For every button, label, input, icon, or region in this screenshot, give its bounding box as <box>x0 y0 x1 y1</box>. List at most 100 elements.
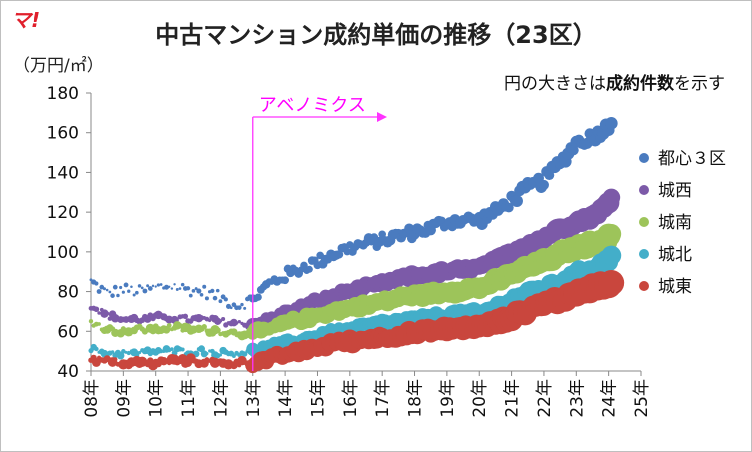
bubble-0 <box>173 283 176 286</box>
bubble-3 <box>159 349 164 354</box>
bubble-1 <box>175 318 179 322</box>
bubble-0 <box>191 289 196 293</box>
bubble-4 <box>113 357 118 362</box>
x-tick-label: 18年 <box>406 379 426 418</box>
bubble-3 <box>137 350 142 355</box>
bubble-2 <box>166 323 172 328</box>
legend-label-4: 城東 <box>658 277 692 297</box>
bubble-0 <box>102 287 107 291</box>
bubble-3 <box>241 351 248 357</box>
legend-marker-0 <box>639 153 649 163</box>
bubble-0 <box>112 284 118 290</box>
bubble-2 <box>201 324 207 330</box>
bubble-0 <box>96 289 102 294</box>
bubble-0 <box>305 265 313 273</box>
legend-marker-1 <box>639 185 649 195</box>
bubble-4 <box>598 269 625 296</box>
legend-marker-2 <box>639 217 649 227</box>
y-tick-label: 80 <box>57 283 79 303</box>
bubble-0 <box>175 288 179 291</box>
bubble-0 <box>504 202 514 213</box>
bubble-0 <box>544 170 555 181</box>
bubble-3 <box>116 351 125 360</box>
bubble-0 <box>99 284 105 290</box>
bubble-0 <box>178 287 182 290</box>
bubble-0 <box>127 289 131 293</box>
bubble-0 <box>223 297 228 302</box>
bubble-0 <box>94 281 99 286</box>
note-suffix: を示す <box>674 74 725 94</box>
bubble-1 <box>234 321 239 325</box>
bubble-0 <box>119 285 123 290</box>
bubble-3 <box>126 350 131 356</box>
bubble-1 <box>221 317 226 322</box>
bubble-0 <box>185 286 191 291</box>
x-tick-label: 10年 <box>147 379 167 418</box>
bubble-0 <box>151 284 155 288</box>
bubble-0 <box>159 283 163 286</box>
y-tick-label: 40 <box>57 362 79 382</box>
y-tick-label: 160 <box>47 124 79 144</box>
bubble-2 <box>97 322 101 326</box>
bubble-0 <box>170 287 174 290</box>
bubble-3 <box>110 350 115 354</box>
bubble-0 <box>254 293 262 301</box>
legend-label-3: 城北 <box>658 245 692 265</box>
x-tick-label: 21年 <box>503 379 523 418</box>
x-tick-label: 08年 <box>82 379 102 418</box>
x-tick-label: 22年 <box>535 379 555 418</box>
bubble-0 <box>132 293 136 297</box>
bubble-0 <box>137 284 142 288</box>
y-axis-unit: （万円/㎡） <box>13 56 104 76</box>
y-tick-label: 180 <box>47 84 79 104</box>
bubble-0 <box>180 282 185 287</box>
bubble-3 <box>601 245 622 266</box>
legend-label-2: 城南 <box>658 213 692 233</box>
annotation-arrow-head <box>377 112 387 122</box>
bubble-0 <box>130 285 133 289</box>
bubble-3 <box>200 350 208 358</box>
x-tick-label: 12年 <box>211 379 231 418</box>
bubble-3 <box>121 349 126 354</box>
bubble-0 <box>243 306 247 310</box>
x-tick-label: 19年 <box>438 379 458 418</box>
annotation-label: アベノミクス <box>259 95 366 116</box>
chart-title: 中古マンション成約単価の推移（23区） <box>155 21 597 49</box>
legend-marker-3 <box>639 249 649 259</box>
bubble-0 <box>231 302 237 308</box>
x-tick-label: 23年 <box>567 379 587 418</box>
bubble-0 <box>229 306 233 310</box>
bubble-0 <box>218 299 223 304</box>
legend-label-0: 都心３区 <box>658 149 726 169</box>
bubble-0 <box>281 276 289 285</box>
bubble-0 <box>140 286 144 290</box>
bubble-0 <box>204 296 209 301</box>
x-tick-label: 25年 <box>632 379 652 418</box>
bubble-0 <box>167 285 171 288</box>
bubble-3 <box>218 353 222 357</box>
bubble-2 <box>601 224 622 244</box>
bubble-0 <box>194 287 198 291</box>
bubble-0 <box>116 293 120 298</box>
legend-marker-4 <box>639 281 649 291</box>
bubble-1 <box>100 309 109 318</box>
x-tick-label: 24年 <box>600 379 620 418</box>
bubble-0 <box>196 288 202 294</box>
bubble-2 <box>214 327 221 334</box>
bubble-3 <box>205 352 209 356</box>
bubble-0 <box>156 283 161 287</box>
x-tick-label: 09年 <box>114 379 134 418</box>
bubble-0 <box>212 295 218 301</box>
bubble-0 <box>108 290 112 294</box>
x-tick-label: 14年 <box>276 379 296 418</box>
bubble-0 <box>142 288 148 294</box>
bubble-0 <box>225 303 232 309</box>
bubble-0 <box>163 284 170 290</box>
bubble-0 <box>605 117 618 130</box>
bubble-3 <box>169 347 174 352</box>
bubble-1 <box>182 313 189 319</box>
bubble-0 <box>121 290 125 294</box>
bubble-0 <box>188 293 193 298</box>
